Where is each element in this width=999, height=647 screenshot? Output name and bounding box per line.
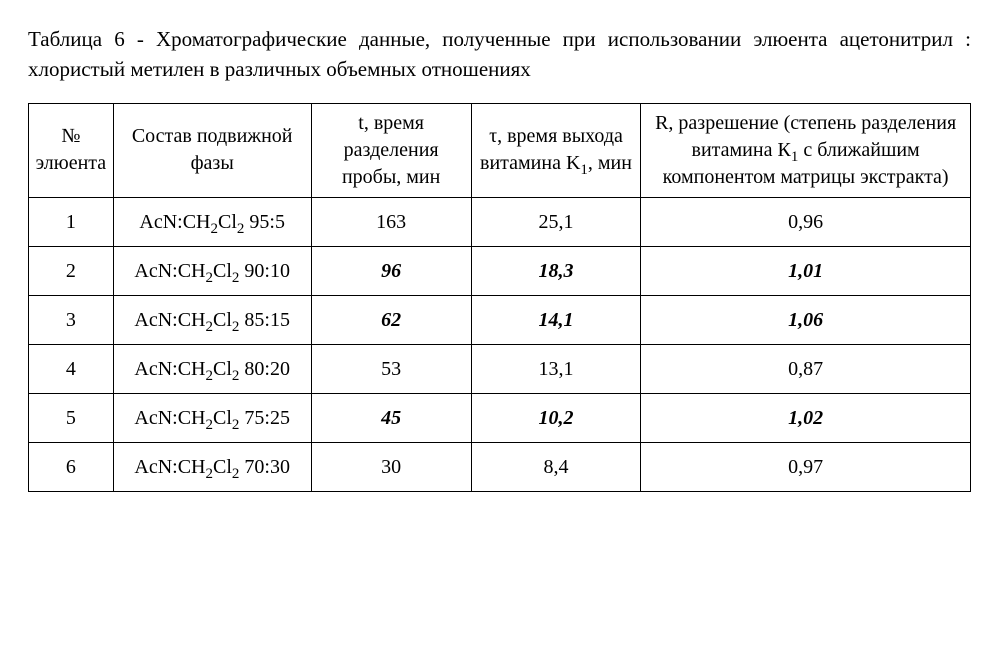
cell-phase: AcN:CH2Cl2 85:15: [113, 295, 311, 344]
table-body: 1AcN:CH2Cl2 95:516325,10,962AcN:CH2Cl2 9…: [29, 197, 971, 491]
cell-t: 62: [311, 295, 471, 344]
cell-num: 4: [29, 344, 114, 393]
cell-tau: 8,4: [471, 442, 641, 491]
cell-phase: AcN:CH2Cl2 80:20: [113, 344, 311, 393]
table-caption: Таблица 6 - Хроматографические данные, п…: [28, 24, 971, 85]
col-header-t: t, время разделения пробы, мин: [311, 103, 471, 197]
cell-r: 1,06: [641, 295, 971, 344]
cell-tau: 25,1: [471, 197, 641, 246]
table-row: 4AcN:CH2Cl2 80:205313,10,87: [29, 344, 971, 393]
col-header-r: R, разрешение (степень разделения витами…: [641, 103, 971, 197]
cell-num: 3: [29, 295, 114, 344]
cell-tau: 13,1: [471, 344, 641, 393]
cell-phase: AcN:CH2Cl2 95:5: [113, 197, 311, 246]
table-row: 1AcN:CH2Cl2 95:516325,10,96: [29, 197, 971, 246]
table-header-row: №элюентаСостав подвижной фазыt, время ра…: [29, 103, 971, 197]
cell-tau: 14,1: [471, 295, 641, 344]
cell-t: 53: [311, 344, 471, 393]
table-row: 6AcN:CH2Cl2 70:30308,40,97: [29, 442, 971, 491]
cell-num: 1: [29, 197, 114, 246]
cell-r: 0,87: [641, 344, 971, 393]
table-row: 3AcN:CH2Cl2 85:156214,11,06: [29, 295, 971, 344]
cell-r: 1,01: [641, 246, 971, 295]
col-header-tau: τ, время выхода витамина K1, мин: [471, 103, 641, 197]
cell-num: 6: [29, 442, 114, 491]
cell-phase: AcN:CH2Cl2 90:10: [113, 246, 311, 295]
cell-t: 45: [311, 393, 471, 442]
cell-t: 163: [311, 197, 471, 246]
cell-num: 5: [29, 393, 114, 442]
table-row: 5AcN:CH2Cl2 75:254510,21,02: [29, 393, 971, 442]
cell-r: 0,96: [641, 197, 971, 246]
cell-tau: 10,2: [471, 393, 641, 442]
col-header-num: №элюента: [29, 103, 114, 197]
cell-tau: 18,3: [471, 246, 641, 295]
table-head: №элюентаСостав подвижной фазыt, время ра…: [29, 103, 971, 197]
cell-phase: AcN:CH2Cl2 75:25: [113, 393, 311, 442]
cell-num: 2: [29, 246, 114, 295]
cell-t: 96: [311, 246, 471, 295]
cell-r: 0,97: [641, 442, 971, 491]
cell-r: 1,02: [641, 393, 971, 442]
cell-phase: AcN:CH2Cl2 70:30: [113, 442, 311, 491]
chromatography-table: №элюентаСостав подвижной фазыt, время ра…: [28, 103, 971, 492]
col-header-phase: Состав подвижной фазы: [113, 103, 311, 197]
table-row: 2AcN:CH2Cl2 90:109618,31,01: [29, 246, 971, 295]
cell-t: 30: [311, 442, 471, 491]
